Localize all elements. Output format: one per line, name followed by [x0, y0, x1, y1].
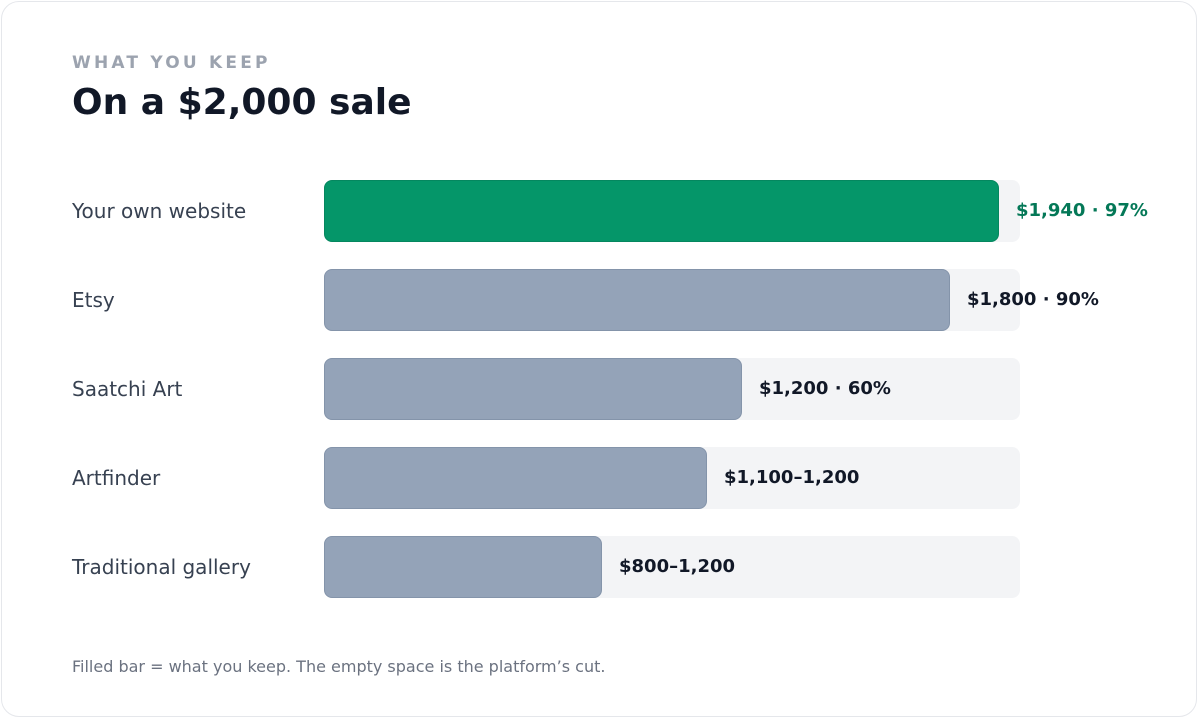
- value-label: $1,800 · 90%: [967, 289, 1099, 310]
- value-label: $1,200 · 60%: [759, 378, 891, 399]
- bar-row-traditional-gallery: Traditional gallery $800–1,200: [0, 536, 1200, 598]
- eyebrow-label: WHAT YOU KEEP: [72, 53, 271, 73]
- value-label: $800–1,200: [619, 556, 736, 577]
- bar-row-saatchi-art: Saatchi Art $1,200 · 60%: [0, 358, 1200, 420]
- category-label: Saatchi Art: [72, 377, 183, 401]
- bar-fill-traditional-gallery: [324, 536, 602, 598]
- category-label: Your own website: [72, 199, 247, 223]
- category-label: Traditional gallery: [72, 555, 251, 579]
- value-label: $1,940 · 97%: [1016, 200, 1148, 221]
- footnote: Filled bar = what you keep. The empty sp…: [72, 657, 606, 676]
- bar-row-your-own-website: Your own website $1,940 · 97%: [0, 180, 1200, 242]
- bar-fill-your-own-website: [324, 180, 999, 242]
- bar-fill-saatchi-art: [324, 358, 742, 420]
- chart-title: On a $2,000 sale: [72, 82, 412, 123]
- category-label: Artfinder: [72, 466, 161, 490]
- bar-row-etsy: Etsy $1,800 · 90%: [0, 269, 1200, 331]
- bar-fill-artfinder: [324, 447, 707, 509]
- category-label: Etsy: [72, 288, 115, 312]
- bar-row-artfinder: Artfinder $1,100–1,200: [0, 447, 1200, 509]
- bar-fill-etsy: [324, 269, 950, 331]
- value-label: $1,100–1,200: [724, 467, 860, 488]
